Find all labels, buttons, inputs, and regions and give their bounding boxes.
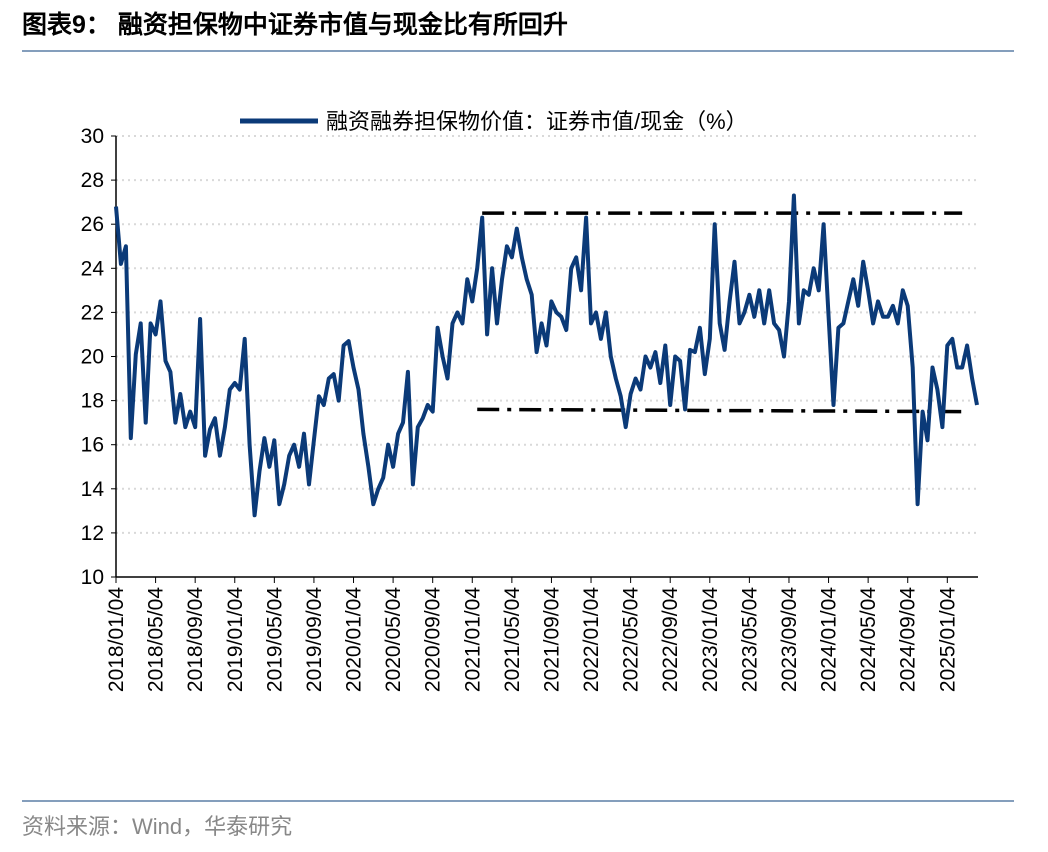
- y-tick-label: 10: [81, 566, 104, 589]
- x-tick-label: 2019/01/04: [224, 587, 247, 692]
- y-tick-label: 16: [81, 434, 104, 457]
- x-tick-label: 2022/01/04: [580, 587, 603, 692]
- x-tick-label: 2019/09/04: [303, 587, 326, 692]
- x-tick-label: 2019/05/04: [263, 587, 286, 692]
- y-tick-label: 26: [81, 213, 104, 236]
- x-tick-label: 2025/01/04: [936, 587, 959, 692]
- chart-title: 图表9： 融资担保物中证券市值与现金比有所回升: [22, 10, 568, 39]
- x-tick-label: 2020/01/04: [343, 587, 366, 692]
- x-tick-label: 2021/05/04: [501, 587, 524, 692]
- x-tick-label: 2023/01/04: [699, 587, 722, 692]
- x-tick-label: 2018/05/04: [145, 587, 168, 692]
- y-tick-label: 20: [81, 346, 104, 369]
- y-tick-label: 30: [81, 125, 104, 148]
- x-tick-label: 2024/01/04: [818, 587, 841, 692]
- y-tick-label: 18: [81, 390, 104, 413]
- x-tick-label: 2024/05/04: [857, 587, 880, 692]
- x-tick-label: 2024/09/04: [897, 587, 920, 692]
- x-tick-label: 2018/01/04: [105, 587, 128, 692]
- legend-label: 融资融券担保物价值：证券市值/现金（%）: [326, 109, 748, 134]
- source: 资料来源：Wind，华泰研究: [22, 814, 292, 839]
- x-tick-label: 2020/09/04: [422, 587, 445, 692]
- x-tick-label: 2023/05/04: [738, 587, 761, 692]
- x-tick-label: 2023/09/04: [778, 587, 801, 692]
- x-tick-label: 2022/05/04: [620, 587, 643, 692]
- x-tick-label: 2018/09/04: [184, 587, 207, 692]
- x-tick-label: 2021/09/04: [540, 587, 563, 692]
- y-tick-label: 12: [81, 522, 104, 545]
- y-tick-label: 24: [81, 257, 105, 280]
- reference-line: [477, 407, 963, 414]
- y-tick-label: 28: [81, 169, 104, 192]
- x-tick-label: 2022/09/04: [659, 587, 682, 692]
- x-tick-label: 2021/01/04: [461, 587, 484, 692]
- x-tick-label: 2020/05/04: [382, 587, 405, 692]
- y-tick-label: 22: [81, 301, 104, 324]
- data-line: [114, 193, 979, 518]
- y-tick-label: 14: [81, 478, 105, 501]
